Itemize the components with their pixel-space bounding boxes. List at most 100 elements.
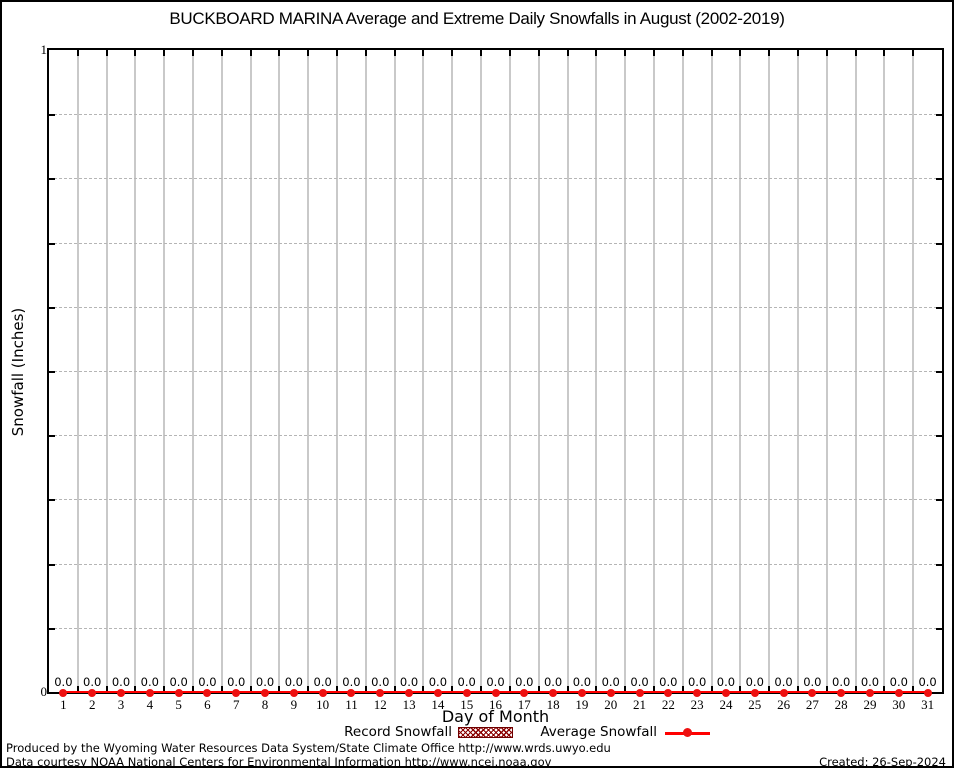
x-minor-tick-bottom (912, 686, 915, 692)
x-minor-tick-top (595, 50, 598, 56)
point-value-label: 0.0 (399, 675, 419, 689)
x-tick-label: 9 (290, 697, 298, 712)
x-minor-tick-top (508, 50, 511, 56)
x-minor-tick-top (681, 50, 684, 56)
average-snowfall-data-point (577, 689, 586, 697)
y-minor-tick-right (936, 178, 942, 181)
average-snowfall-data-point (318, 689, 327, 697)
plot-area: 0.0 1 0.0 2 0.0 3 0.0 4 0.0 5 0.0 6 0.0 7 0.0 8 0.0 9 0.0 1… (47, 48, 944, 712)
average-snowfall-data-point (721, 689, 730, 697)
y-minor-tick-right (936, 627, 942, 630)
point-value-label: 0.0 (428, 675, 448, 689)
x-tick-label: 28 (834, 697, 848, 712)
chart-title: BUCKBOARD MARINA Average and Extreme Dai… (169, 9, 785, 28)
y-minor-tick-left (49, 371, 55, 373)
average-snowfall-data-point (462, 689, 471, 697)
average-snowfall-point-swatch (683, 728, 692, 737)
h-gridline (49, 178, 942, 180)
x-tick-label: 2 (88, 697, 96, 712)
y-minor-tick-left (49, 435, 55, 438)
y-minor-tick-right (936, 114, 942, 117)
x-minor-tick-top (854, 50, 857, 56)
x-minor-tick-top (768, 50, 771, 56)
x-tick-label: 19 (575, 697, 589, 712)
x-tick-label: 15 (460, 697, 474, 712)
average-snowfall-data-point (491, 689, 500, 697)
x-minor-tick-top (163, 50, 166, 56)
x-minor-tick-bottom (220, 686, 223, 692)
point-value-label: 0.0 (803, 675, 822, 689)
y-axis-title: Snowfall (Inches) (9, 307, 27, 437)
x-minor-tick-top (336, 50, 339, 56)
point-value-label: 0.0 (457, 675, 476, 689)
y-minor-tick-right (936, 499, 942, 502)
x-minor-tick-bottom (566, 686, 569, 692)
x-minor-tick-bottom (739, 686, 742, 692)
point-value-label: 0.0 (630, 675, 649, 689)
point-value-label: 0.0 (745, 675, 764, 689)
y-minor-tick-left (49, 114, 55, 117)
x-minor-tick-bottom (192, 686, 195, 692)
average-snowfall-data-point (549, 689, 558, 697)
average-snowfall-data-point (117, 689, 126, 697)
x-minor-tick-bottom (451, 686, 454, 692)
x-minor-tick-bottom (652, 686, 655, 692)
x-minor-tick-bottom (336, 686, 339, 692)
x-minor-tick-top (451, 50, 454, 56)
x-minor-tick-bottom (796, 686, 799, 692)
h-gridline (49, 435, 942, 437)
point-value-label: 0.0 (111, 675, 131, 689)
average-snowfall-data-point (923, 689, 932, 697)
x-axis-title: Day of Month (441, 707, 550, 726)
point-value-label: 0.0 (659, 675, 678, 689)
average-snowfall-data-point (261, 689, 270, 697)
x-tick-label: 25 (748, 697, 762, 712)
y-minor-tick-right (936, 563, 942, 566)
record-snowfall-hatch-swatch (458, 727, 513, 738)
x-tick-label: 27 (805, 697, 819, 712)
y-minor-tick-right (936, 306, 942, 309)
average-snowfall-data-point (750, 689, 759, 697)
point-value-label: 0.0 (140, 675, 159, 689)
x-tick-label: 18 (546, 697, 560, 712)
legend: Record Snowfall Average Snowfall (2, 723, 952, 743)
x-minor-tick-bottom (508, 686, 511, 692)
average-snowfall-data-point (347, 689, 356, 697)
point-value-label: 0.0 (342, 675, 361, 689)
x-tick-label: 1 (60, 697, 67, 712)
x-tick-label: 26 (777, 697, 791, 712)
x-minor-tick-bottom (422, 686, 425, 692)
x-tick-label: 12 (373, 697, 387, 712)
x-tick-label: 21 (633, 697, 647, 712)
x-minor-tick-bottom (249, 686, 252, 692)
point-value-label: 0.0 (716, 675, 736, 689)
average-snowfall-data-point (693, 689, 702, 697)
x-minor-tick-top (220, 50, 223, 56)
y-minor-tick-right (936, 371, 942, 373)
x-tick-label: 3 (117, 697, 125, 712)
x-tick-label: 4 (146, 697, 154, 712)
legend-average-label: Average Snowfall (540, 724, 657, 740)
point-value-label: 0.0 (284, 675, 303, 689)
x-minor-tick-top (537, 50, 540, 56)
x-minor-tick-top (883, 50, 886, 56)
x-minor-tick-top (76, 50, 79, 56)
x-tick-label: 24 (719, 697, 733, 712)
x-minor-tick-top (566, 50, 569, 56)
x-minor-tick-bottom (163, 686, 166, 692)
average-snowfall-data-point (145, 689, 154, 697)
point-value-label: 0.0 (889, 675, 908, 689)
point-value-label: 0.0 (687, 675, 707, 689)
x-tick-label: 5 (175, 697, 182, 712)
x-minor-tick-bottom (768, 686, 771, 692)
x-minor-tick-top (307, 50, 310, 56)
y-tick-label-min: 0 (40, 684, 48, 699)
x-minor-tick-bottom (393, 686, 396, 692)
x-tick-label: 30 (892, 697, 906, 712)
x-minor-tick-bottom (278, 686, 281, 692)
x-minor-tick-top (134, 50, 137, 56)
x-minor-tick-bottom (134, 686, 137, 692)
x-tick-label: 29 (863, 697, 877, 712)
x-tick-label: 10 (316, 697, 330, 712)
